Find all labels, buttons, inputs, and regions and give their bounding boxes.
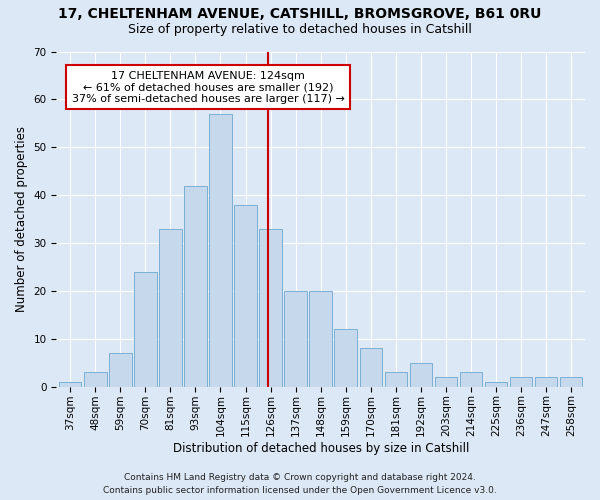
Bar [460,372,482,386]
Bar [59,382,82,386]
Bar [535,377,557,386]
Bar [284,291,307,386]
Bar [385,372,407,386]
Text: 17, CHELTENHAM AVENUE, CATSHILL, BROMSGROVE, B61 0RU: 17, CHELTENHAM AVENUE, CATSHILL, BROMSGR… [58,8,542,22]
Bar [334,329,357,386]
X-axis label: Distribution of detached houses by size in Catshill: Distribution of detached houses by size … [173,442,469,455]
Bar [485,382,508,386]
Y-axis label: Number of detached properties: Number of detached properties [15,126,28,312]
Text: 17 CHELTENHAM AVENUE: 124sqm
← 61% of detached houses are smaller (192)
37% of s: 17 CHELTENHAM AVENUE: 124sqm ← 61% of de… [71,70,344,104]
Bar [109,353,131,386]
Bar [234,204,257,386]
Bar [434,377,457,386]
Bar [359,348,382,387]
Bar [310,291,332,386]
Bar [134,272,157,386]
Bar [184,186,207,386]
Bar [510,377,532,386]
Bar [209,114,232,386]
Bar [259,228,282,386]
Bar [159,228,182,386]
Bar [84,372,107,386]
Bar [410,362,432,386]
Text: Contains HM Land Registry data © Crown copyright and database right 2024.
Contai: Contains HM Land Registry data © Crown c… [103,474,497,495]
Text: Size of property relative to detached houses in Catshill: Size of property relative to detached ho… [128,22,472,36]
Bar [560,377,583,386]
